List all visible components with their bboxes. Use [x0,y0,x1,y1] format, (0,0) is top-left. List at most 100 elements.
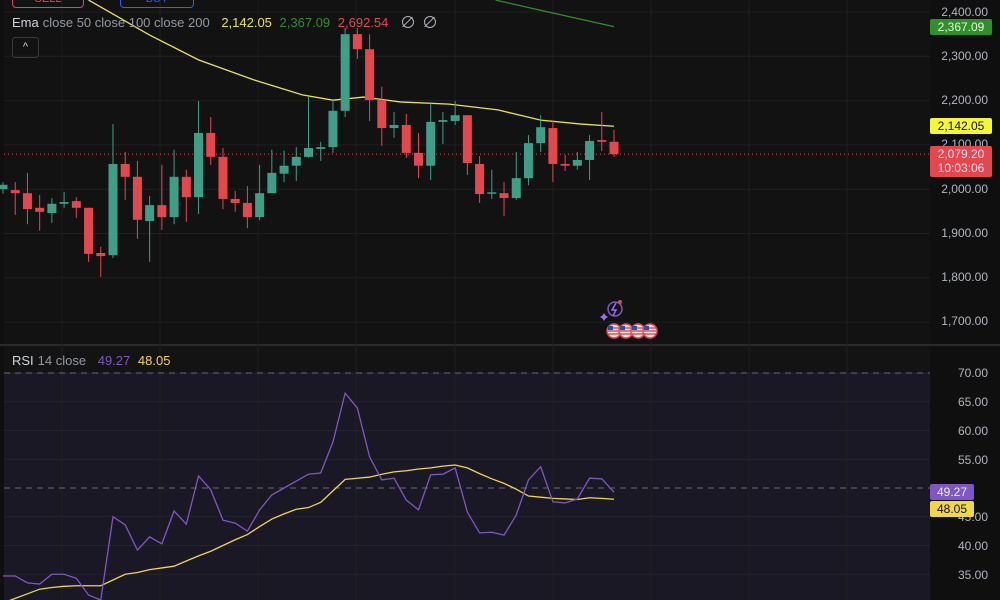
rsi-axis-label: 70.00 [957,366,988,380]
rsi-axis-label: 40.00 [957,539,988,553]
hide-icon[interactable] [424,16,437,28]
candle-body [426,121,436,166]
rsi-line [3,391,615,600]
last-price-badge: 2,079.20 10:03:06 [930,146,992,177]
candle-body [487,192,497,194]
price-axis-label: 1,700.00 [941,314,988,328]
candle-body [96,252,106,257]
ai-spark-icon-ring [607,301,623,317]
candle-body [475,163,485,195]
candle-body [132,176,142,220]
candle-body [523,143,533,179]
candle-body [316,147,326,149]
candle-body [377,100,387,129]
candle-body [499,193,509,199]
candle-body [389,124,399,129]
candle-body [157,205,167,218]
candle-body [413,152,423,166]
rsi-axis-label: 35.00 [957,568,988,582]
rsi-badge: 49.27 [930,484,974,500]
candle-body [548,128,558,164]
rsi-legend-params: 14 close [37,353,87,368]
hide-icon[interactable] [402,16,415,28]
candle-body [585,140,595,160]
price-axis-label: 1,900.00 [941,226,988,240]
rsi-axis-label: 55.00 [957,453,988,467]
rsi-value: 49.27 [97,353,131,368]
rsi-ma-value: 48.05 [137,353,171,368]
rsi-band [4,373,930,600]
sparkle-icon [600,313,608,321]
bar-countdown: 10:03:06 [937,161,985,175]
candle-body [450,115,460,121]
candle-body [304,148,313,157]
rsi-ma-badge: 48.05 [930,501,974,517]
candle-body [169,176,179,218]
candle-body [365,49,375,101]
candle-body [401,124,411,153]
candle-body [108,163,118,256]
candle-body [597,140,607,142]
candle-body [35,207,45,212]
candle-body [291,156,301,166]
candle-body [194,132,204,198]
candle-body [279,165,289,174]
price-axis-label: 2,200.00 [941,93,988,107]
candle-body [536,127,546,144]
ema50-price-badge: 2,142.05 [930,118,992,134]
candle-body [10,190,20,194]
collapse-legend-button[interactable]: ^ [12,37,39,58]
ema-legend-name: Ema [12,15,39,30]
candle-body [59,202,69,204]
last-price: 2,079.20 [937,147,985,161]
candle-body [0,184,8,190]
flag-canton [644,326,649,330]
candle-body [609,141,619,155]
candle-body [120,163,130,177]
price-axis-label: 2,000.00 [941,182,988,196]
candle-body [340,34,350,111]
ema100-value: 2,367.09 [279,15,331,30]
candle-body [84,207,94,254]
candle-body [206,132,216,157]
flag-canton [632,326,637,330]
price-axis-label: 1,800.00 [941,270,988,284]
candle-body [267,172,277,194]
candle-body [242,202,252,218]
rsi-axis-label: 60.00 [957,424,988,438]
candle-body [22,193,32,210]
candle-body [47,203,57,214]
notification-dot [618,300,622,304]
candle-body [352,34,362,50]
ema-legend-params: close 50 close 100 close 200 [42,15,210,30]
ema-legend[interactable]: Ema close 50 close 100 close 200 2,142.05… [12,15,440,30]
candle-body [145,205,155,222]
candle-body [462,115,472,164]
sell-button[interactable]: SELL [12,0,84,8]
candle-body [572,159,582,166]
candle-body [230,198,240,203]
candle-body [255,193,265,218]
rsi-legend-name: RSI [12,353,34,368]
candle-body [511,178,521,199]
buy-button[interactable]: BUY [120,0,194,8]
candle-body [560,163,570,166]
candle-body [438,120,448,122]
lightning-icon [610,302,618,317]
candle-body [328,110,338,148]
candle-body [71,201,81,208]
ema100-price-badge: 2,367.09 [930,19,992,35]
rsi-ma-line [9,464,615,600]
flag-canton [608,326,613,330]
rsi-axis-label: 65.00 [957,395,988,409]
flag-canton [620,326,625,330]
ema200-value: 2,692.54 [337,15,389,30]
ema100-line [495,0,615,28]
candle-body [181,176,191,198]
ema50-value: 2,142.05 [221,15,272,30]
price-axis-label: 2,300.00 [941,49,988,63]
price-axis-label: 2,400.00 [941,5,988,19]
rsi-legend[interactable]: RSI 14 close 49.27 48.05 [12,353,174,368]
candle-body [218,156,228,199]
